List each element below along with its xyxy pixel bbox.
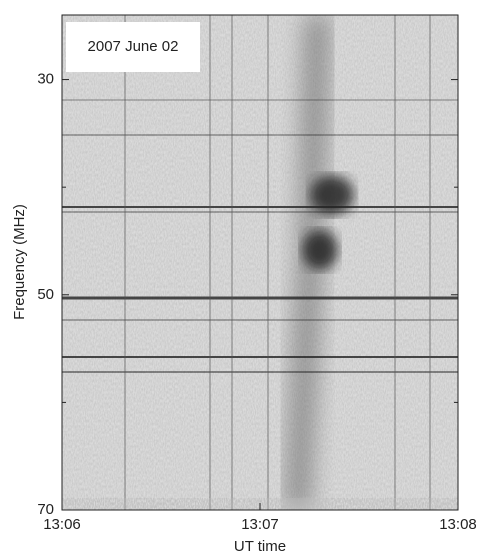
y-axis-label: Frequency (MHz) bbox=[11, 204, 28, 320]
x-axis-label: UT time bbox=[234, 538, 286, 555]
spectrogram-image bbox=[62, 15, 458, 510]
annotation: 2007 June 02 bbox=[88, 38, 179, 55]
y-tick-label: 30 bbox=[37, 71, 54, 88]
x-tick-label: 13:07 bbox=[241, 516, 279, 533]
x-tick-label: 13:06 bbox=[43, 516, 81, 533]
y-tick-label: 70 bbox=[37, 501, 54, 518]
annotation-box bbox=[66, 22, 200, 72]
y-tick-label: 50 bbox=[37, 286, 54, 303]
x-tick-label: 13:08 bbox=[439, 516, 477, 533]
